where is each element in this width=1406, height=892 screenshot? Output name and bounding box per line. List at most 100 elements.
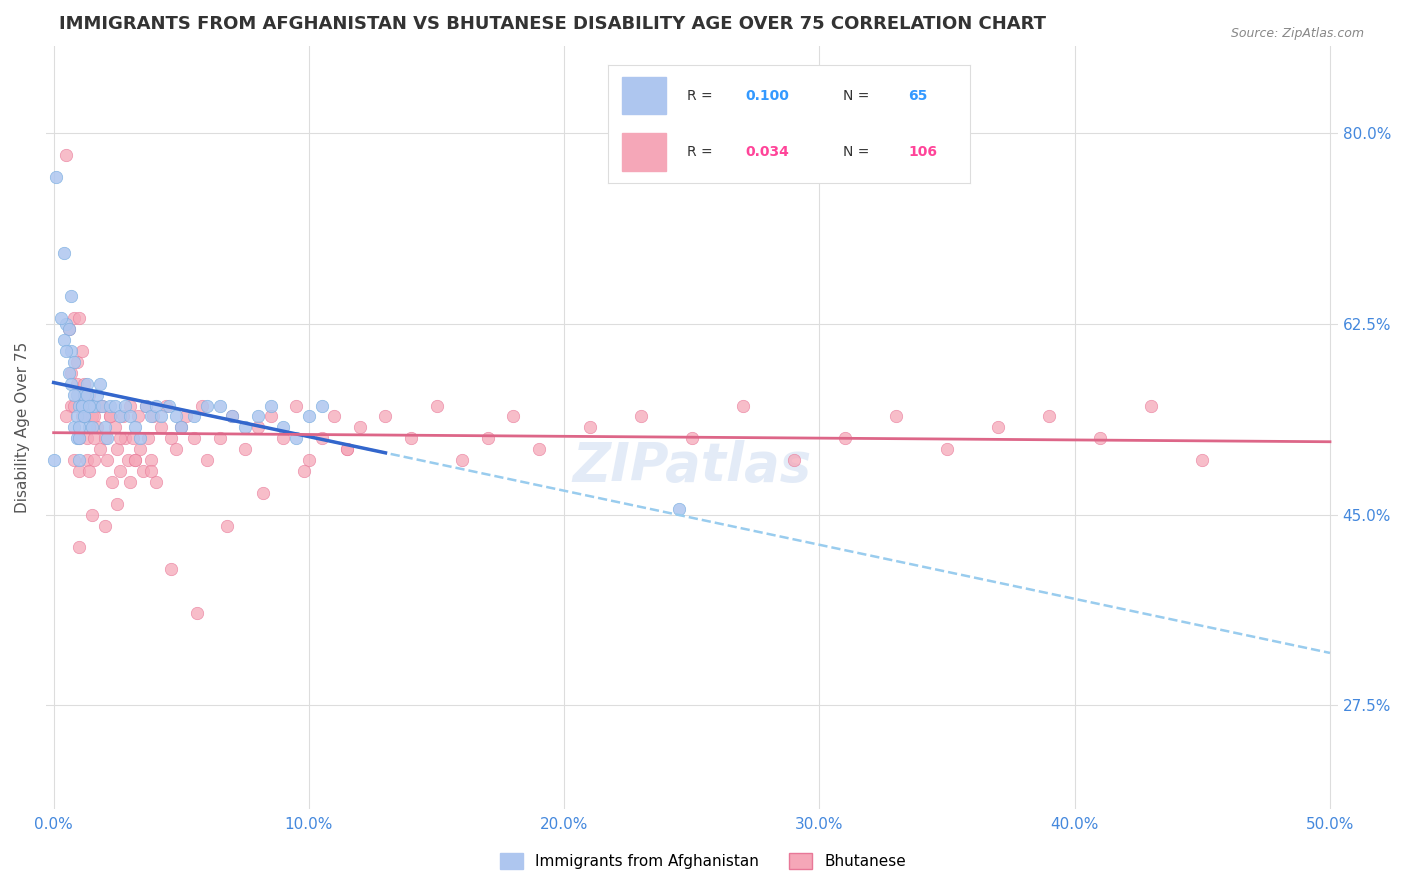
Point — [98, 409, 121, 424]
Point — [120, 475, 142, 489]
Point — [63, 355, 86, 369]
Point — [336, 442, 359, 457]
Point — [93, 518, 115, 533]
Point — [63, 453, 86, 467]
Point — [65, 431, 87, 445]
Point — [273, 420, 295, 434]
Point — [165, 409, 187, 424]
Point — [292, 464, 315, 478]
Point — [98, 399, 121, 413]
Point — [114, 399, 136, 413]
Point — [149, 409, 172, 424]
Point — [311, 399, 333, 413]
Point — [170, 420, 193, 434]
Point — [67, 541, 90, 555]
Point — [124, 420, 146, 434]
Point — [96, 431, 118, 445]
Point — [70, 344, 93, 359]
Point — [63, 420, 86, 434]
Point — [111, 409, 134, 424]
Point — [987, 420, 1010, 434]
Point — [60, 289, 83, 303]
Point — [76, 376, 98, 391]
Point — [58, 322, 80, 336]
Point — [502, 409, 524, 424]
Point — [217, 518, 239, 533]
Point — [136, 431, 159, 445]
Point — [221, 409, 243, 424]
Point — [67, 311, 90, 326]
Point — [135, 399, 157, 413]
Point — [349, 420, 371, 434]
Point — [67, 431, 90, 445]
Point — [285, 431, 308, 445]
Point — [91, 399, 114, 413]
Point — [139, 453, 162, 467]
Point — [129, 431, 152, 445]
Point — [186, 606, 208, 620]
Point — [135, 399, 157, 413]
Point — [55, 409, 77, 424]
Point — [104, 399, 127, 413]
Point — [145, 399, 167, 413]
Point — [155, 399, 177, 413]
Point — [121, 431, 143, 445]
Point — [65, 376, 87, 391]
Point — [73, 387, 96, 401]
Point — [246, 420, 269, 434]
Point — [58, 366, 80, 380]
Point — [139, 409, 162, 424]
Point — [1090, 431, 1112, 445]
Point — [104, 420, 127, 434]
Point — [67, 453, 90, 467]
Point — [160, 562, 183, 576]
Point — [83, 431, 105, 445]
Point — [63, 387, 86, 401]
Point — [80, 399, 103, 413]
Point — [65, 409, 87, 424]
Point — [132, 464, 155, 478]
Point — [83, 409, 105, 424]
Point — [285, 399, 308, 413]
Point — [108, 431, 131, 445]
Point — [425, 399, 447, 413]
Point — [451, 453, 474, 467]
Point — [783, 453, 806, 467]
Point — [221, 409, 243, 424]
Point — [107, 442, 129, 457]
Text: IMMIGRANTS FROM AFGHANISTAN VS BHUTANESE DISABILITY AGE OVER 75 CORRELATION CHAR: IMMIGRANTS FROM AFGHANISTAN VS BHUTANESE… — [59, 15, 1046, 33]
Point — [936, 442, 959, 457]
Point — [51, 311, 73, 326]
Point — [60, 344, 83, 359]
Point — [170, 420, 193, 434]
Point — [124, 453, 146, 467]
Point — [89, 399, 111, 413]
Point — [60, 399, 83, 413]
Point — [311, 431, 333, 445]
Point — [1038, 409, 1060, 424]
Text: ZIPatlas: ZIPatlas — [572, 440, 811, 491]
Point — [157, 399, 180, 413]
Point — [190, 399, 212, 413]
Point — [233, 442, 256, 457]
Point — [101, 475, 124, 489]
Point — [176, 409, 198, 424]
Point — [91, 399, 114, 413]
Point — [273, 431, 295, 445]
Point — [63, 311, 86, 326]
Point — [114, 431, 136, 445]
Point — [165, 442, 187, 457]
Point — [183, 431, 205, 445]
Point — [45, 169, 67, 184]
Point — [124, 453, 146, 467]
Point — [1140, 399, 1163, 413]
Point — [298, 409, 321, 424]
Point — [76, 387, 98, 401]
Point — [259, 399, 281, 413]
Point — [252, 485, 274, 500]
Point — [73, 409, 96, 424]
Point — [374, 409, 396, 424]
Point — [80, 420, 103, 434]
Point — [67, 464, 90, 478]
Point — [52, 333, 75, 347]
